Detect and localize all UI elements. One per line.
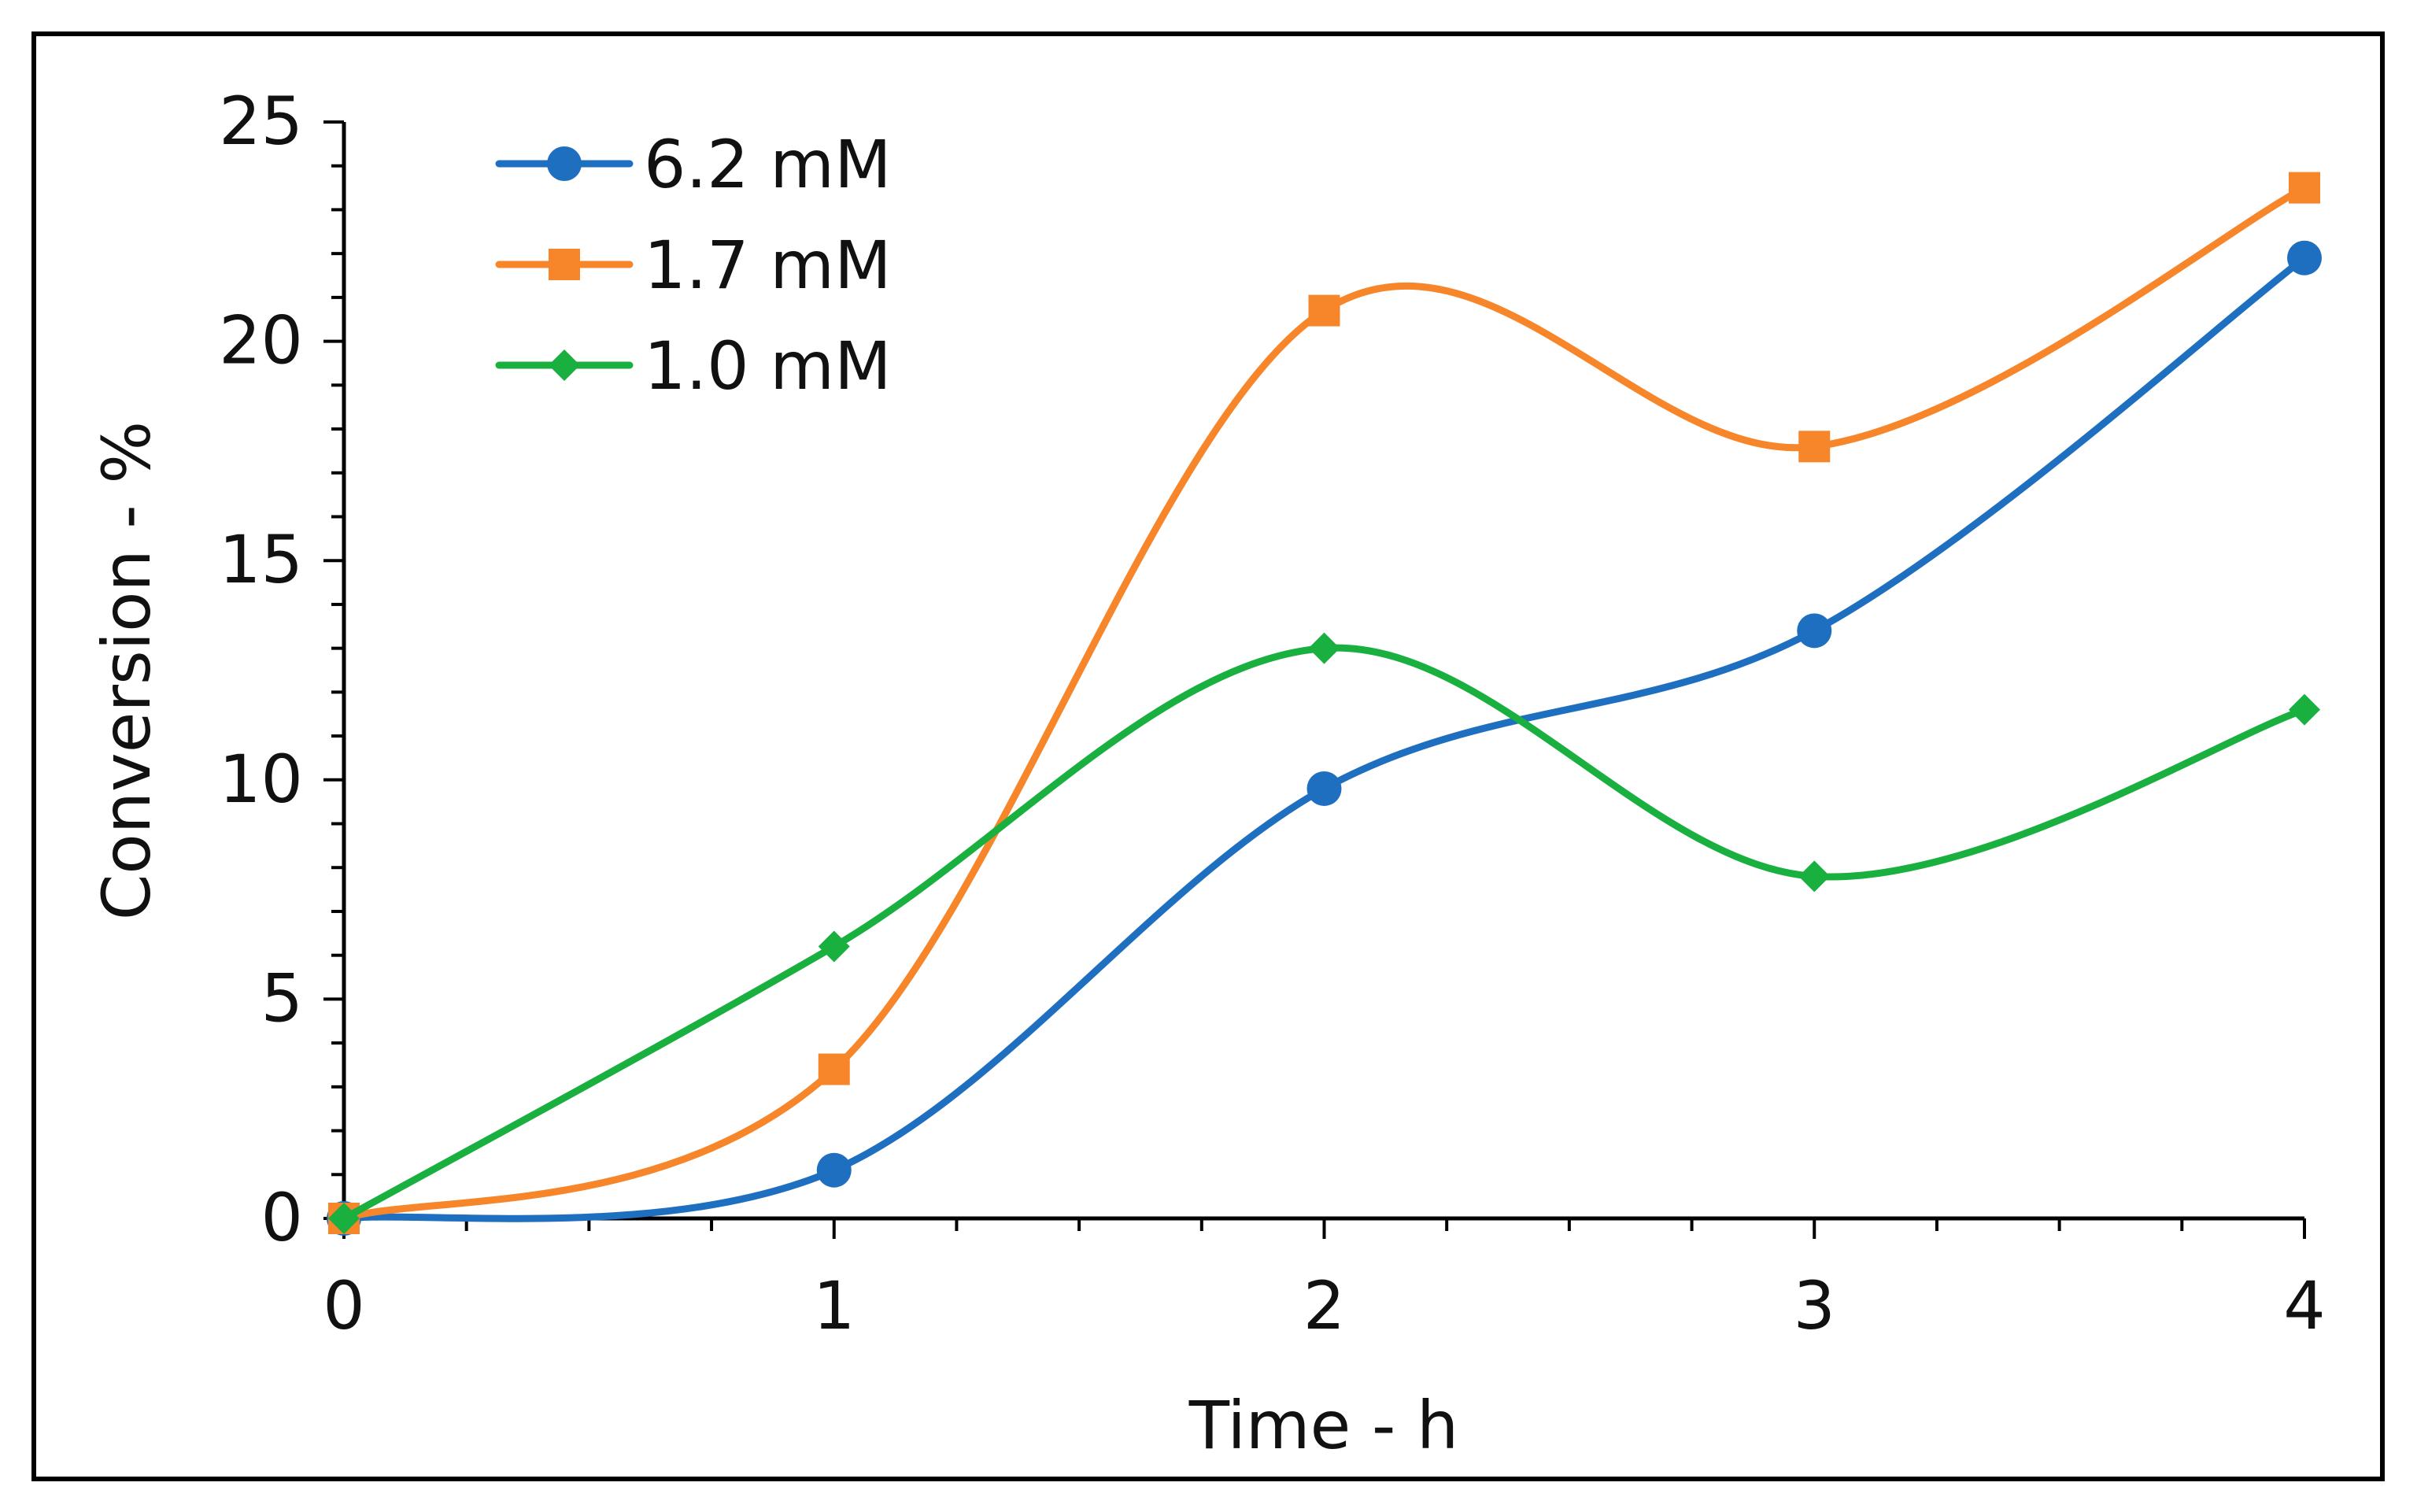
x-tick-label: 3 [1794,1267,1835,1344]
data-point-1-0-mm [328,1203,360,1234]
data-point-6-2-mm [816,1152,852,1188]
y-ticks: 0 5 10 15 20 25 [219,83,344,1256]
chart-frame [31,31,2385,1481]
legend-marker [547,146,582,181]
y-tick-label: 25 [219,83,303,160]
y-axis-title: Conversion - % [88,421,165,920]
data-point-1-7-mm [2289,172,2320,204]
series-6-2-mm [327,240,2322,1236]
legend-label: 1.0 mM [644,327,892,405]
x-axis-title: Time - h [1188,1387,1459,1464]
legend-label: 1.7 mM [644,227,892,304]
data-point-1-0-mm [1798,860,1831,893]
data-point-1-7-mm [1308,294,1340,327]
series-line-1-7-mm [340,184,2308,1222]
data-point-1-7-mm [1798,431,1831,463]
data-point-6-2-mm [2287,240,2322,275]
series-layer [327,172,2322,1236]
data-point-1-0-mm [2289,693,2320,726]
data-point-6-2-mm [1797,613,1832,649]
series-line-6-2-mm [340,254,2308,1222]
legend-marker [549,249,580,280]
x-tick-label: 2 [1303,1267,1345,1344]
y-tick-label: 15 [219,521,303,598]
legend-marker [549,349,580,381]
legend-item-1-7-mm: 1.7 mM [495,227,892,304]
x-tick-label: 0 [323,1267,364,1344]
series-line-1-0-mm [340,644,2308,1222]
legend-item-1-0-mm: 1.0 mM [495,327,892,405]
series-1-7-mm [328,172,2320,1234]
y-tick-label: 5 [261,959,303,1037]
series-1-0-mm [328,632,2320,1234]
legend-label: 6.2 mM [644,126,892,203]
x-ticks: 0 1 2 3 4 [323,1218,2326,1344]
data-point-1-0-mm [1308,632,1340,664]
y-tick-label: 10 [219,741,303,818]
y-tick-label: 0 [261,1179,303,1256]
x-tick-label: 1 [813,1267,855,1344]
data-point-1-0-mm [818,930,850,963]
x-tick-label: 4 [2283,1267,2325,1344]
data-point-6-2-mm [1306,771,1342,806]
data-point-1-7-mm [818,1053,850,1085]
legend: 6.2 mM 1.7 mM 1.0 mM [495,126,892,405]
legend-item-6-2-mm: 6.2 mM [495,126,892,203]
y-tick-label: 20 [219,302,303,379]
